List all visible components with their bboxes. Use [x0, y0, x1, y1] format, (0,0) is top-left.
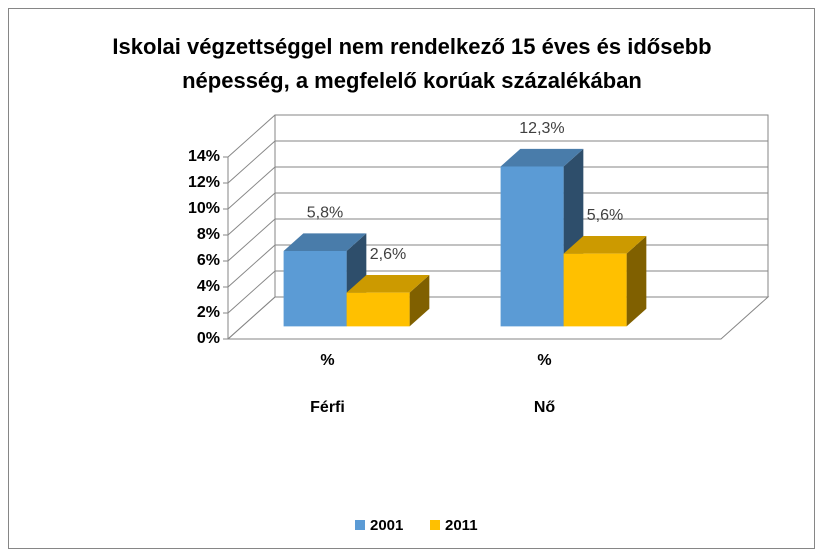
y-tick-label: 6%: [197, 252, 220, 269]
chart-title: Iskolai végzettséggel nem rendelkező 15 …: [112, 34, 712, 93]
side-grid-line: [227, 244, 276, 288]
side-grid-line: [227, 296, 276, 340]
bar-front: [346, 292, 410, 327]
bar-front: [500, 166, 564, 327]
data-label: 2,6%: [370, 246, 406, 263]
side-grid-line: [227, 140, 276, 184]
bar: [346, 274, 430, 327]
y-tick-label: 14%: [188, 148, 220, 165]
side-grid-line: [227, 192, 276, 236]
bar-front: [283, 251, 347, 327]
bar-top: [346, 274, 430, 293]
side-grid-line: [227, 218, 276, 262]
bar-top: [283, 233, 367, 251]
legend-swatch: [355, 520, 365, 530]
bar-front: [563, 253, 627, 327]
bar-top: [563, 235, 647, 254]
data-label: 5,8%: [307, 205, 343, 222]
bar-side: [626, 235, 647, 327]
bar-side: [409, 274, 430, 327]
legend-swatch: [430, 520, 440, 530]
y-tick-label: 12%: [188, 174, 220, 191]
data-label: 12,3%: [519, 120, 564, 137]
bar-top: [500, 148, 584, 167]
group-label: Férfi: [310, 399, 345, 416]
data-label: 5,6%: [587, 207, 623, 224]
y-tick-label: 0%: [197, 330, 220, 347]
group-label: Nő: [534, 399, 556, 416]
side-grid-line: [227, 166, 276, 210]
side-grid-line: [227, 270, 276, 314]
side-grid-line: [227, 114, 276, 158]
legend-label: 2001: [370, 517, 403, 534]
bar: [563, 235, 647, 327]
y-tick-label: 8%: [197, 226, 220, 243]
y-tick-label: 2%: [197, 304, 220, 321]
legend-label: 2011: [445, 517, 478, 534]
y-tick-label: 4%: [197, 278, 220, 295]
x-tick-label: %: [320, 352, 334, 369]
y-tick-label: 10%: [188, 200, 220, 217]
x-tick-label: %: [537, 352, 551, 369]
